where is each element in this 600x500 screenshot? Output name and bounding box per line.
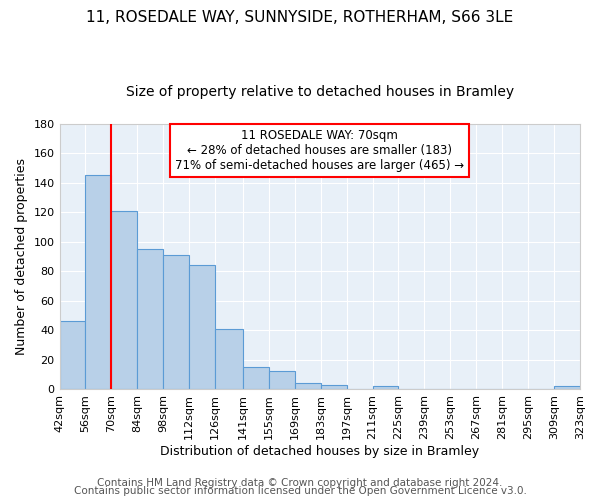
Bar — [85, 176, 112, 389]
Bar — [215, 328, 243, 389]
Bar — [137, 249, 163, 389]
Text: 11, ROSEDALE WAY, SUNNYSIDE, ROTHERHAM, S66 3LE: 11, ROSEDALE WAY, SUNNYSIDE, ROTHERHAM, … — [86, 10, 514, 25]
Bar — [554, 386, 580, 389]
Text: Contains HM Land Registry data © Crown copyright and database right 2024.: Contains HM Land Registry data © Crown c… — [97, 478, 503, 488]
Bar — [269, 372, 295, 389]
Bar — [189, 266, 215, 389]
Bar — [59, 322, 85, 389]
Bar — [112, 210, 137, 389]
Title: Size of property relative to detached houses in Bramley: Size of property relative to detached ho… — [126, 85, 514, 99]
Bar — [373, 386, 398, 389]
Bar — [163, 255, 189, 389]
X-axis label: Distribution of detached houses by size in Bramley: Distribution of detached houses by size … — [160, 444, 479, 458]
Bar — [320, 384, 347, 389]
Y-axis label: Number of detached properties: Number of detached properties — [15, 158, 28, 355]
Bar — [243, 367, 269, 389]
Text: 11 ROSEDALE WAY: 70sqm
← 28% of detached houses are smaller (183)
71% of semi-de: 11 ROSEDALE WAY: 70sqm ← 28% of detached… — [175, 129, 464, 172]
Bar — [295, 383, 320, 389]
Text: Contains public sector information licensed under the Open Government Licence v3: Contains public sector information licen… — [74, 486, 526, 496]
